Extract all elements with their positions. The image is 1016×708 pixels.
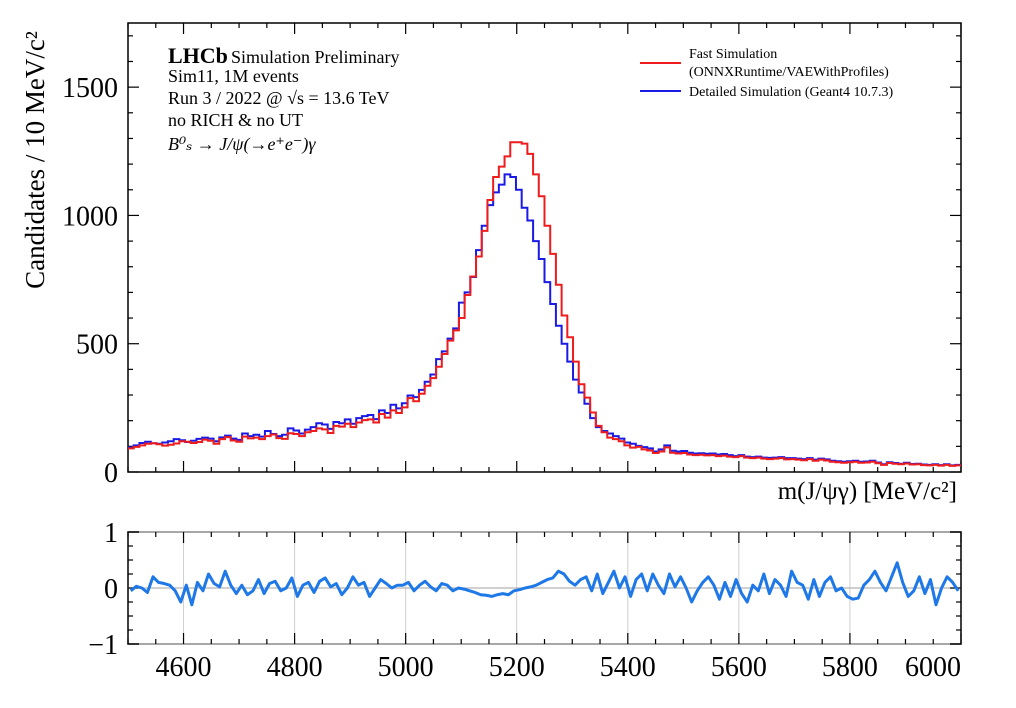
y-tick-label: −1 xyxy=(88,630,118,661)
y-tick-label: 0 xyxy=(104,574,118,605)
ratio-series xyxy=(129,561,960,607)
legend-label-fast-simulation-2: (ONNXRuntime/VAEWithProfiles) xyxy=(689,65,889,80)
histogram-detailed xyxy=(128,173,961,467)
histogram-fast xyxy=(128,141,961,467)
top-panel-ticks xyxy=(127,23,962,473)
x-tick-label: 5400 xyxy=(600,652,656,683)
x-tick-label: 4600 xyxy=(156,652,212,683)
legend-label-fast-simulation-1: Fast Simulation xyxy=(689,47,777,62)
legend-label-detailed-simulation: Detailed Simulation (Geant4 10.7.3) xyxy=(689,85,893,100)
top-y-tick-labels: 0 500 1000 1500 xyxy=(62,73,118,489)
histogram-series xyxy=(128,141,961,467)
x-tick-label: 5600 xyxy=(711,652,767,683)
x-tick-label: 5800 xyxy=(822,652,878,683)
y-tick-label: 1 xyxy=(104,518,118,549)
bottom-y-tick-labels: −1 0 1 xyxy=(88,518,118,661)
y-tick-label: 500 xyxy=(76,330,118,361)
x-tick-label: 4800 xyxy=(267,652,323,683)
y-tick-label: 0 xyxy=(104,458,118,489)
x-tick-label: 6000 xyxy=(905,652,961,683)
annotation-line-1: Sim11, 1M events xyxy=(168,66,299,86)
experiment-label: LHCb xyxy=(168,43,228,68)
bottom-panel-ticks xyxy=(127,531,962,645)
bottom-x-tick-labels: 4600 4800 5000 5200 5400 5600 5800 6000 xyxy=(156,652,961,683)
annotation-line-3: no RICH & no UT xyxy=(168,110,303,130)
y-tick-label: 1000 xyxy=(62,201,118,232)
annotation-line-2: Run 3 / 2022 @ √s = 13.6 TeV xyxy=(168,88,390,108)
y-tick-label: 1500 xyxy=(62,73,118,104)
annotation-line-4: B⁰ₛ → J/ψ(→e⁺e⁻)γ xyxy=(168,134,316,155)
status-label: Simulation Preliminary xyxy=(231,47,400,67)
x-tick-label: 5000 xyxy=(378,652,434,683)
x-axis-label: m(J/ψγ) [MeV/c²] xyxy=(778,478,957,505)
ratio-line xyxy=(129,561,960,607)
x-tick-label: 5200 xyxy=(489,652,545,683)
y-axis-label: Candidates / 10 MeV/c² xyxy=(20,31,50,289)
legend: Fast Simulation (ONNXRuntime/VAEWithProf… xyxy=(640,47,893,100)
annotation-block: LHCb Simulation Preliminary Sim11, 1M ev… xyxy=(168,43,400,155)
